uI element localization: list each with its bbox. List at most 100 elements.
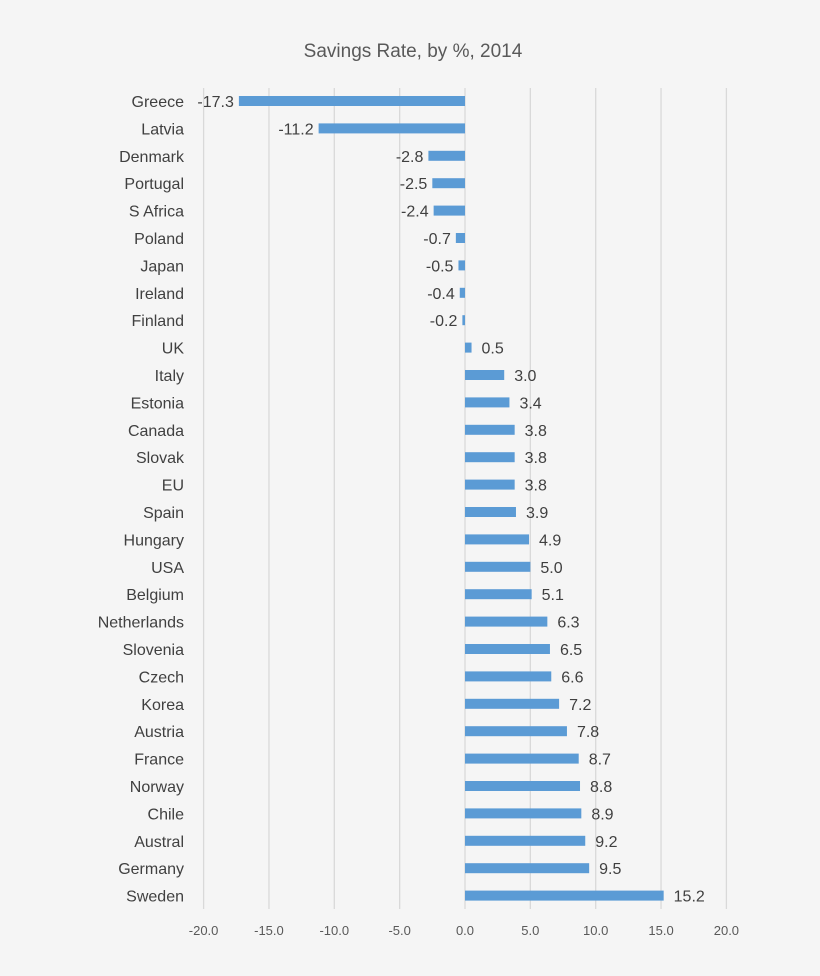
data-label: 5.1 xyxy=(542,587,564,604)
category-label: Austral xyxy=(134,834,184,851)
x-tick-label: 15.0 xyxy=(648,923,673,938)
data-label: -0.2 xyxy=(430,313,458,330)
category-label: Greece xyxy=(132,94,185,111)
data-label: -17.3 xyxy=(197,94,234,111)
data-labels: -17.3 -11.2 -2.8 -2.5 -2.4 -0.7 -0.5 -0.4 -0.2 0.… xyxy=(197,94,704,906)
x-tick-label: 5.0 xyxy=(521,923,539,938)
bar xyxy=(465,781,581,791)
bar xyxy=(465,452,515,463)
bars xyxy=(238,96,664,901)
bar xyxy=(465,644,550,654)
category-label: USA xyxy=(151,560,184,577)
category-label: Finland xyxy=(132,313,184,330)
bar xyxy=(428,150,465,161)
data-label: 8.9 xyxy=(591,806,613,823)
bar xyxy=(433,205,465,216)
category-label: Italy xyxy=(155,368,184,385)
category-label: Norway xyxy=(130,779,184,796)
bar xyxy=(465,616,548,627)
data-label: 5.0 xyxy=(540,560,562,577)
bar xyxy=(465,561,531,572)
bar xyxy=(318,123,465,134)
category-label: Japan xyxy=(140,258,184,275)
x-tick-label: -10.0 xyxy=(319,923,349,938)
category-label: Hungary xyxy=(124,532,184,549)
x-tick-label: 10.0 xyxy=(583,923,608,938)
x-tick-label: 20.0 xyxy=(714,923,739,938)
category-label: Estonia xyxy=(131,395,184,412)
bar xyxy=(465,753,579,764)
category-label: Czech xyxy=(139,669,184,686)
category-label: Belgium xyxy=(126,587,184,604)
gridlines xyxy=(202,88,728,909)
category-label: EU xyxy=(162,478,184,495)
data-label: 3.4 xyxy=(519,395,541,412)
bar xyxy=(462,315,465,326)
data-label: 3.8 xyxy=(525,478,547,495)
bar xyxy=(465,589,532,600)
category-label: Poland xyxy=(134,231,184,248)
data-label: -0.7 xyxy=(423,231,451,248)
x-tick-label: -5.0 xyxy=(388,923,410,938)
category-label: Slovenia xyxy=(123,642,184,659)
data-label: 9.5 xyxy=(599,861,621,878)
category-label: Korea xyxy=(141,697,184,714)
x-tick-label: -15.0 xyxy=(254,923,284,938)
bar xyxy=(455,233,465,243)
category-label: Denmark xyxy=(119,149,185,166)
data-label: 9.2 xyxy=(595,834,617,851)
data-label: -0.4 xyxy=(427,286,455,303)
bar xyxy=(459,287,465,298)
category-label: Austria xyxy=(134,724,184,741)
bar xyxy=(465,507,516,517)
data-label: 3.8 xyxy=(525,450,547,467)
data-label: 3.9 xyxy=(526,505,548,522)
category-label: S Africa xyxy=(129,204,184,221)
x-axis-ticks: -20.0 -15.0 -10.0 -5.0 0.0 5.0 10.0 15.0 20.0 xyxy=(189,923,739,938)
data-label: 7.8 xyxy=(577,724,599,741)
category-label: Portugal xyxy=(124,176,184,193)
bar xyxy=(465,890,664,901)
data-label: 3.8 xyxy=(525,423,547,440)
data-label: -11.2 xyxy=(278,121,313,138)
bar xyxy=(465,397,510,408)
category-label: Spain xyxy=(143,505,184,522)
data-label: 8.7 xyxy=(589,752,611,769)
data-label: 6.5 xyxy=(560,642,582,659)
bar xyxy=(465,863,590,874)
bar xyxy=(465,808,582,819)
category-label: Slovak xyxy=(136,450,185,467)
chart-title: Savings Rate, by %, 2014 xyxy=(304,41,523,62)
data-label: 3.0 xyxy=(514,368,536,385)
data-label: 6.6 xyxy=(561,669,583,686)
category-label: UK xyxy=(162,341,185,358)
category-label: Latvia xyxy=(141,121,184,138)
bar xyxy=(432,178,465,189)
bar xyxy=(465,835,586,846)
data-label: 6.3 xyxy=(557,615,579,632)
category-labels: Greece Latvia Denmark Portugal S Africa Polan… xyxy=(98,94,185,906)
category-label: Chile xyxy=(148,806,185,823)
data-label: 7.2 xyxy=(569,697,591,714)
category-label: Germany xyxy=(118,861,184,878)
bar xyxy=(465,479,515,490)
category-label: Netherlands xyxy=(98,615,184,632)
bar xyxy=(465,726,567,737)
bar xyxy=(465,424,515,435)
data-label: 8.8 xyxy=(590,779,612,796)
category-label: France xyxy=(134,752,184,769)
data-label: 0.5 xyxy=(482,341,504,358)
bar xyxy=(465,370,505,380)
data-label: -2.5 xyxy=(400,176,428,193)
x-tick-label: -20.0 xyxy=(189,923,219,938)
category-label: Sweden xyxy=(126,889,184,906)
bar xyxy=(465,671,552,682)
bar xyxy=(238,96,465,106)
bar xyxy=(465,698,560,709)
data-label: 15.2 xyxy=(674,889,705,906)
data-label: -2.4 xyxy=(401,204,429,221)
x-tick-label: 0.0 xyxy=(456,923,474,938)
category-label: Canada xyxy=(128,423,184,440)
bar xyxy=(465,342,472,353)
